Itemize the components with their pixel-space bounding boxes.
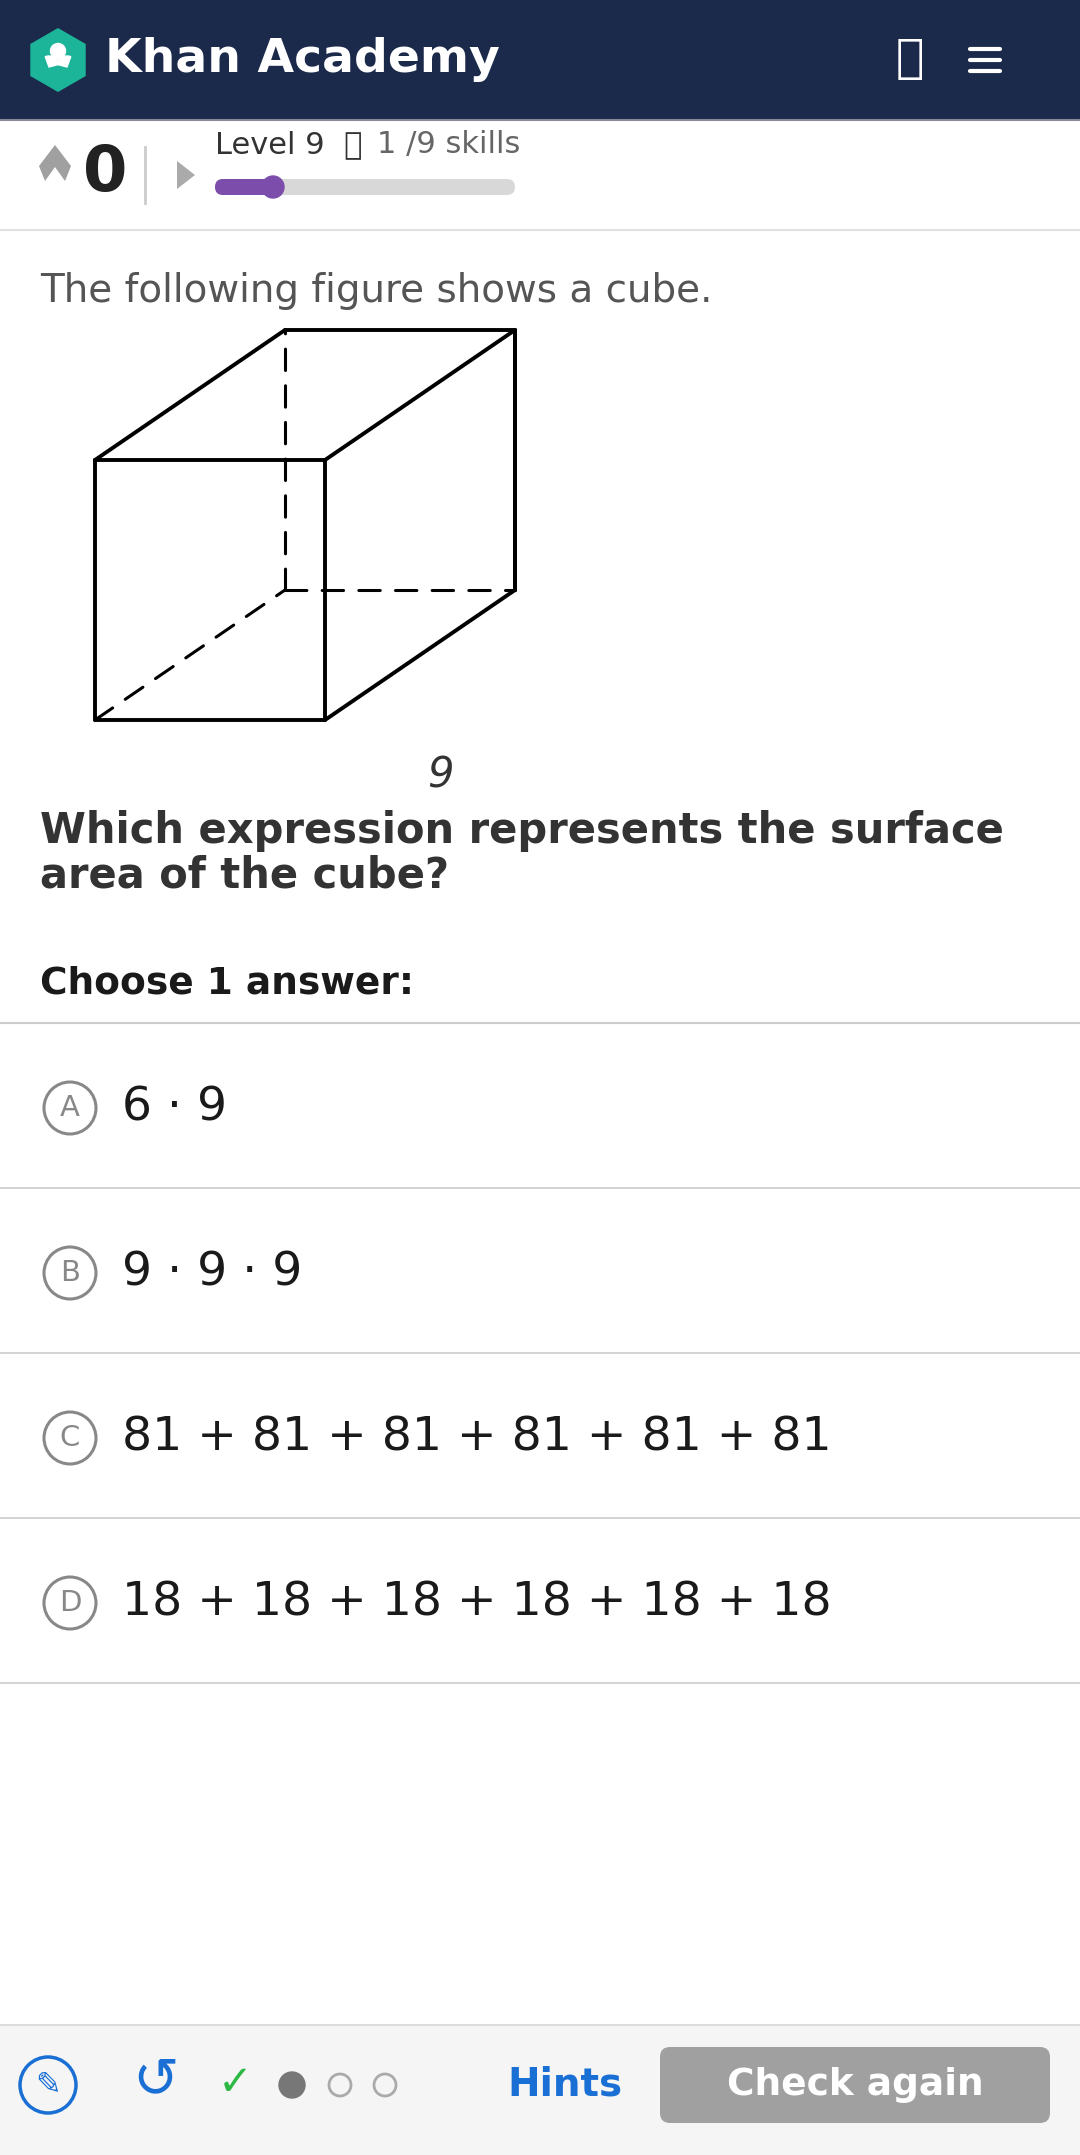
Wedge shape — [45, 56, 59, 67]
Text: C: C — [59, 1424, 80, 1452]
Polygon shape — [30, 28, 85, 93]
Text: The following figure shows a cube.: The following figure shows a cube. — [40, 272, 713, 310]
Text: 0: 0 — [83, 142, 127, 205]
Polygon shape — [39, 144, 71, 181]
FancyBboxPatch shape — [660, 2047, 1050, 2123]
Text: Level 9  ⓘ: Level 9 ⓘ — [215, 129, 363, 159]
Circle shape — [262, 177, 284, 198]
Text: 18 + 18 + 18 + 18 + 18 + 18: 18 + 18 + 18 + 18 + 18 + 18 — [122, 1580, 832, 1625]
FancyBboxPatch shape — [215, 179, 273, 194]
Text: ⌕: ⌕ — [895, 37, 924, 82]
Text: Check again: Check again — [727, 2067, 983, 2103]
Bar — [0, 0, 1080, 121]
Circle shape — [279, 2071, 305, 2099]
Text: 9 · 9 · 9: 9 · 9 · 9 — [122, 1250, 302, 1295]
Bar — [0, 2026, 1080, 2155]
Polygon shape — [177, 162, 195, 190]
Text: ↺: ↺ — [132, 2054, 178, 2108]
FancyBboxPatch shape — [215, 179, 515, 194]
Text: Choose 1 answer:: Choose 1 answer: — [40, 965, 414, 1002]
Text: area of the cube?: area of the cube? — [40, 853, 449, 896]
Wedge shape — [56, 56, 71, 67]
Text: A: A — [60, 1095, 80, 1123]
Circle shape — [51, 43, 66, 58]
Text: Which expression represents the surface: Which expression represents the surface — [40, 810, 1004, 851]
Text: Hints: Hints — [508, 2067, 622, 2103]
Text: 6 · 9: 6 · 9 — [122, 1086, 227, 1131]
Text: B: B — [60, 1259, 80, 1287]
Text: 1 /9 skills: 1 /9 skills — [377, 129, 519, 159]
Text: Khan Academy: Khan Academy — [105, 37, 500, 82]
Text: D: D — [58, 1588, 81, 1616]
Text: ✎: ✎ — [36, 2071, 60, 2099]
Text: 9: 9 — [427, 754, 454, 797]
Text: ✓: ✓ — [217, 2062, 253, 2103]
Text: 81 + 81 + 81 + 81 + 81 + 81: 81 + 81 + 81 + 81 + 81 + 81 — [122, 1416, 832, 1461]
